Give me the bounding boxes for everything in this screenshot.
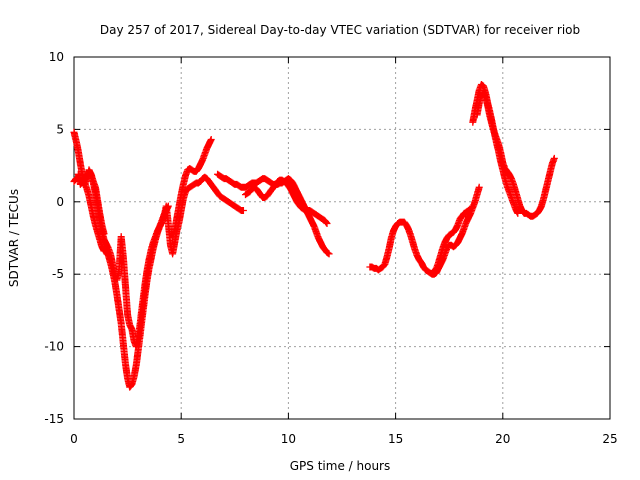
data-point-markers <box>430 202 477 275</box>
data-point-markers <box>366 183 483 278</box>
series-trace <box>242 176 331 227</box>
x-tick-label: 25 <box>602 432 617 446</box>
y-tick-label: -15 <box>44 412 64 426</box>
y-tick-label: 5 <box>56 122 64 136</box>
x-tick-label: 20 <box>495 432 510 446</box>
axes: 0 5 10 15 20 25 10 5 0 -5 -10 -15 <box>44 50 617 446</box>
series-trace <box>169 136 215 241</box>
x-axis-label: GPS time / hours <box>290 459 391 473</box>
x-tick-label: 15 <box>388 432 403 446</box>
data-point-markers <box>74 166 108 238</box>
data-series <box>70 81 558 391</box>
y-tick-label: 10 <box>49 50 64 64</box>
series-trace <box>366 183 483 278</box>
series-trace <box>430 202 477 275</box>
x-tick-label: 5 <box>177 432 185 446</box>
data-point-markers <box>242 176 331 227</box>
data-point-markers <box>169 136 215 241</box>
series-trace <box>473 89 558 220</box>
x-tick-label: 0 <box>70 432 78 446</box>
y-tick-label: -10 <box>44 340 64 354</box>
y-tick-label: 0 <box>56 195 64 209</box>
y-axis-label: SDTVAR / TECUs <box>7 189 21 287</box>
x-tick-label: 10 <box>281 432 296 446</box>
y-tick-label: -5 <box>52 267 64 281</box>
chart-title: Day 257 of 2017, Sidereal Day-to-day VTE… <box>100 23 580 37</box>
series-trace <box>74 166 108 238</box>
plot-frame <box>73 56 611 420</box>
data-point-markers <box>473 89 558 220</box>
